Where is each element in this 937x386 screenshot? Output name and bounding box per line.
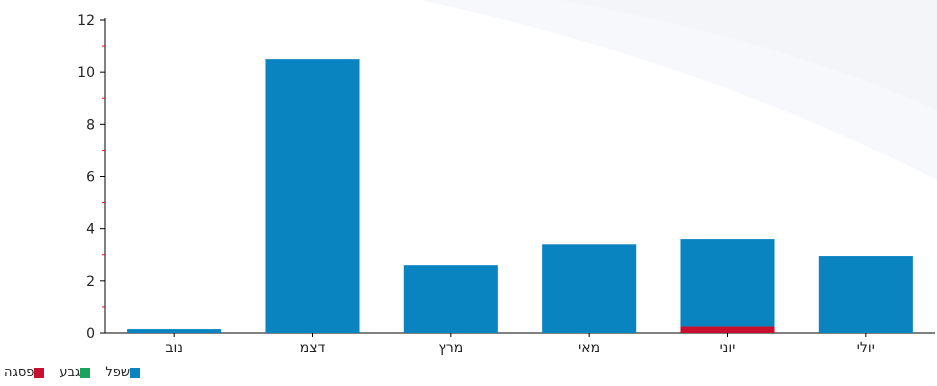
y-tick-label: 8: [86, 117, 95, 133]
bar-שפל: [403, 265, 498, 333]
x-tick-label: יוני: [720, 340, 736, 356]
x-tick-label: מרץ: [438, 340, 463, 356]
x-tick-label: נוב: [165, 340, 183, 356]
y-tick-label: 12: [77, 13, 95, 29]
y-tick-label: 2: [86, 274, 95, 290]
legend-label: גבע: [59, 365, 81, 380]
y-tick-label: 0: [86, 326, 95, 342]
y-tick-label: 10: [77, 65, 95, 81]
legend-swatch: [34, 367, 45, 378]
bar-פסגה: [680, 326, 775, 333]
background-curve: [560, 0, 937, 110]
bar-שפל: [818, 256, 913, 333]
y-tick-label: 4: [86, 222, 95, 238]
bar-שפל: [127, 329, 222, 333]
legend-swatch: [130, 367, 141, 378]
bar-שפל: [542, 244, 637, 333]
x-tick-label: מאי: [578, 340, 600, 356]
legend-label: שפל: [105, 365, 131, 380]
bar-שפל: [680, 239, 775, 327]
legend-item: גבע: [59, 365, 95, 380]
bar-chart: 0 2 4 6 8 10 12 נוב דצמ מרץ מאי יוני יולי: [77, 13, 935, 356]
x-tick-label: יולי: [857, 340, 875, 356]
legend-label: פסגה: [4, 365, 35, 380]
y-tick-label: 6: [86, 170, 95, 186]
legend-swatch: [80, 367, 91, 378]
bar-שפל: [265, 59, 360, 333]
x-tick-label: דצמ: [300, 340, 326, 356]
legend-item: שפל: [105, 365, 145, 380]
legend: שפל גבע פסגה: [4, 365, 155, 380]
legend-item: פסגה: [4, 365, 49, 380]
